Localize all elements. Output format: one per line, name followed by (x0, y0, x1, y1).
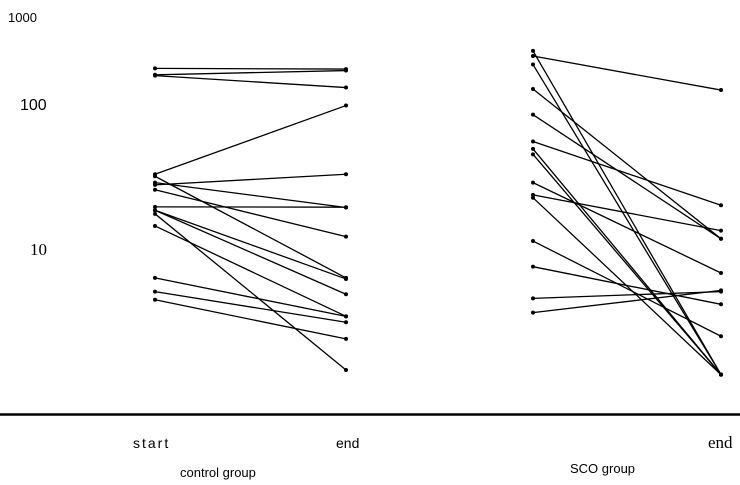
control-start-point (153, 180, 157, 185)
sco-start-point (531, 48, 535, 53)
control-end-point (344, 276, 348, 281)
control-series-line (154, 209, 347, 280)
sco-group-label: SCO group (570, 461, 635, 476)
sco-series-line (532, 194, 722, 232)
sco-series-line (532, 55, 722, 91)
control-end-point (344, 234, 348, 239)
sco-series-line (532, 88, 722, 240)
sco-start-point (531, 195, 535, 200)
sco-end-point (719, 334, 723, 339)
control-start-point (153, 223, 157, 228)
control-series-line (154, 290, 347, 323)
control-end-point (344, 336, 348, 341)
sco-series-line (532, 290, 722, 299)
control-start-point (153, 297, 157, 302)
control-series-line (154, 277, 347, 317)
control-end-point (344, 103, 348, 108)
control-end-point (344, 172, 348, 177)
control-start-point (153, 275, 157, 280)
sco-start-point (531, 62, 535, 67)
sco-start-point (531, 264, 535, 269)
control-end-point (344, 68, 348, 73)
sco-end-point (719, 302, 723, 307)
sco-start-point (531, 54, 535, 59)
y-tick-1000: 1000 (8, 10, 37, 25)
sco-start-point (531, 192, 535, 197)
control-start-point (153, 174, 157, 179)
control-series-line (154, 67, 347, 70)
control-start-point (153, 66, 157, 71)
sco-group-series (531, 48, 723, 377)
control-start-point (153, 72, 157, 77)
sco-end-label: end (708, 433, 733, 452)
sco-series-line (532, 114, 722, 240)
control-start-point (153, 211, 157, 216)
control-series-line (154, 213, 347, 371)
control-end-label: end (336, 435, 359, 451)
sco-end-point (719, 88, 723, 93)
sco-start-point (531, 146, 535, 151)
sco-end-point (719, 288, 723, 293)
control-start-point (153, 204, 157, 209)
control-end-point (344, 85, 348, 90)
sco-start-point (531, 139, 535, 144)
control-start-point (153, 208, 157, 213)
sco-start-point (531, 152, 535, 157)
control-series-line (154, 189, 347, 238)
control-end-point (344, 292, 348, 297)
sco-end-point (719, 228, 723, 233)
control-series-line (154, 173, 347, 186)
control-series-line (154, 225, 347, 317)
sco-start-point (531, 310, 535, 315)
sco-end-point (719, 270, 723, 275)
control-series-line (154, 175, 347, 279)
sco-series-line (532, 240, 722, 337)
sco-series-line (532, 64, 722, 375)
control-end-point (344, 367, 348, 372)
sco-start-point (531, 112, 535, 117)
sco-series-line (532, 140, 722, 206)
sco-series-line (532, 153, 722, 376)
sco-start-point (531, 87, 535, 92)
sco-end-point (719, 203, 723, 208)
sco-start-point (531, 180, 535, 185)
control-series-line (154, 209, 347, 295)
y-tick-100: 100 (20, 97, 47, 114)
sco-end-point (719, 372, 723, 377)
control-group-label: control group (180, 465, 256, 480)
control-start-point (153, 187, 157, 192)
sco-series-line (532, 266, 722, 305)
sco-series-line (532, 289, 722, 314)
control-group-series (153, 66, 348, 372)
control-end-point (344, 320, 348, 325)
sco-start-point (531, 296, 535, 301)
control-series-line (154, 69, 347, 76)
y-tick-10: 10 (30, 240, 47, 259)
control-series-line (154, 181, 347, 209)
control-start-point (153, 289, 157, 294)
sco-start-point (531, 239, 535, 244)
control-end-point (344, 205, 348, 210)
sco-series-line (532, 182, 722, 274)
control-series-line (154, 299, 347, 340)
control-series-line (154, 74, 347, 89)
control-end-point (344, 314, 348, 319)
sco-end-point (719, 236, 723, 241)
control-series-line (154, 104, 347, 175)
control-start-label: start (133, 435, 170, 451)
